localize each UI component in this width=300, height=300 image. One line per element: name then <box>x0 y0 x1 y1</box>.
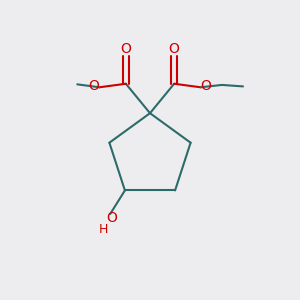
Text: O: O <box>88 80 100 93</box>
Text: O: O <box>169 42 180 56</box>
Text: O: O <box>120 42 131 56</box>
Text: O: O <box>200 80 211 93</box>
Text: O: O <box>106 212 117 225</box>
Text: H: H <box>99 223 108 236</box>
